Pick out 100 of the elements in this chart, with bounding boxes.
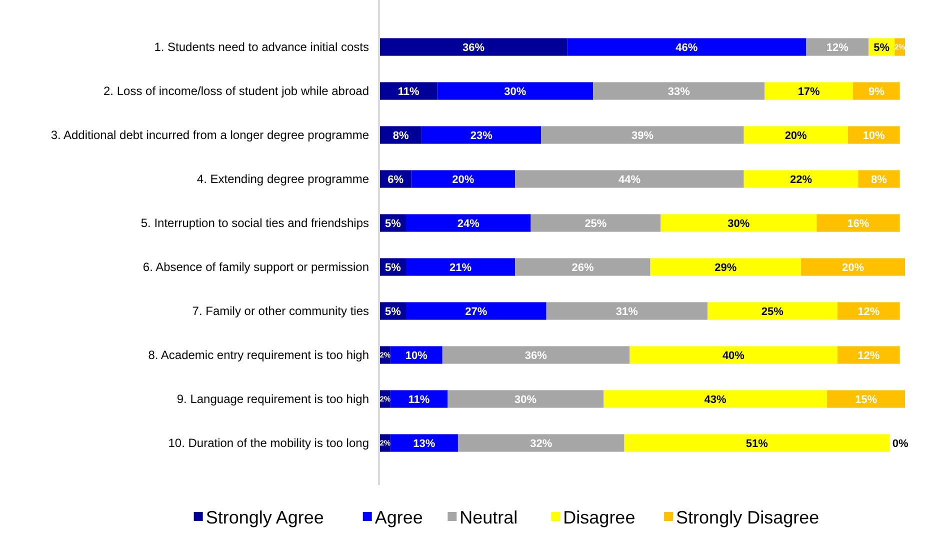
bar bbox=[437, 82, 594, 100]
y-tick-label: 10. Duration of the mobility is too long bbox=[168, 436, 369, 450]
data-label: 0% bbox=[892, 438, 909, 450]
y-tick-label: 7. Family or other community ties bbox=[192, 304, 369, 318]
bar bbox=[827, 390, 905, 408]
bar bbox=[593, 82, 765, 100]
data-label: 31% bbox=[616, 306, 638, 318]
bar bbox=[390, 390, 448, 408]
bar bbox=[744, 126, 848, 144]
bar bbox=[744, 170, 858, 188]
data-label: 46% bbox=[676, 42, 698, 54]
bar bbox=[816, 214, 900, 232]
data-label: 12% bbox=[858, 306, 880, 318]
data-label: 11% bbox=[408, 394, 430, 406]
data-label: 43% bbox=[704, 394, 726, 406]
data-label: 30% bbox=[728, 218, 750, 230]
data-label: 27% bbox=[465, 306, 488, 318]
bar bbox=[858, 170, 900, 188]
bar bbox=[380, 38, 568, 56]
bar bbox=[630, 346, 838, 364]
data-label: 9% bbox=[868, 86, 885, 98]
data-label: 30% bbox=[504, 86, 526, 98]
data-label: 5% bbox=[385, 218, 402, 230]
data-label: 33% bbox=[668, 86, 690, 98]
bar bbox=[567, 38, 806, 56]
legend-label: Strongly Agree bbox=[206, 507, 324, 528]
data-label: 25% bbox=[761, 306, 784, 318]
data-label: 20% bbox=[452, 174, 474, 186]
y-tick-label: 9. Language requirement is too high bbox=[176, 392, 369, 406]
bar bbox=[806, 38, 869, 56]
legend-label: Disagree bbox=[563, 507, 636, 528]
data-label: 23% bbox=[470, 130, 493, 142]
data-label: 36% bbox=[462, 42, 485, 54]
data-label: 20% bbox=[842, 262, 864, 274]
data-label: 5% bbox=[874, 42, 890, 54]
data-label: 29% bbox=[714, 262, 737, 274]
data-label: 30% bbox=[514, 394, 537, 406]
data-label: 39% bbox=[631, 130, 654, 142]
bar bbox=[411, 170, 516, 188]
bar bbox=[837, 346, 900, 364]
bar bbox=[530, 214, 661, 232]
bar bbox=[515, 258, 650, 276]
data-label: 12% bbox=[826, 42, 849, 54]
y-tick-label: 3. Additional debt incurred from a longer degree programme bbox=[50, 128, 370, 142]
data-label: 51% bbox=[746, 438, 768, 450]
bar bbox=[764, 82, 854, 100]
data-label: 10% bbox=[862, 130, 886, 142]
data-label: 6% bbox=[388, 174, 404, 186]
legend-label: Agree bbox=[374, 507, 423, 528]
data-label: 12% bbox=[858, 350, 880, 362]
bar bbox=[853, 82, 900, 100]
bar bbox=[837, 302, 900, 320]
bar bbox=[390, 434, 458, 452]
bar bbox=[458, 434, 624, 452]
data-label: 20% bbox=[784, 130, 808, 142]
data-label: 36% bbox=[524, 350, 548, 362]
bar bbox=[406, 258, 516, 276]
data-label: 40% bbox=[722, 350, 745, 362]
bar bbox=[604, 390, 828, 408]
data-label: 5% bbox=[385, 262, 402, 274]
data-label: 44% bbox=[618, 174, 641, 186]
bar bbox=[422, 126, 542, 144]
data-label: 24% bbox=[457, 218, 480, 230]
bar bbox=[541, 126, 744, 144]
data-label: 10% bbox=[405, 350, 428, 362]
data-label: 22% bbox=[790, 174, 812, 186]
bar bbox=[546, 302, 708, 320]
y-tick-label: 6. Absence of family support or permission bbox=[142, 260, 369, 274]
bar bbox=[390, 346, 442, 364]
y-tick-label: 2. Loss of income/loss of student job while abroad bbox=[104, 84, 369, 98]
data-label: 21% bbox=[450, 262, 472, 274]
bar bbox=[707, 302, 838, 320]
bar bbox=[380, 82, 438, 100]
bar bbox=[380, 126, 422, 144]
data-label: 26% bbox=[572, 262, 594, 274]
data-label: 8% bbox=[392, 130, 409, 142]
bar bbox=[515, 170, 744, 188]
y-tick-label: 5. Interruption to social ties and friendships bbox=[140, 216, 369, 230]
data-label: 15% bbox=[855, 394, 878, 406]
legend-label: Strongly Disagree bbox=[676, 507, 820, 528]
data-label: 5% bbox=[385, 306, 402, 318]
data-label: 11% bbox=[398, 86, 420, 98]
y-tick-label: 8. Academic entry requirement is too high bbox=[148, 348, 369, 362]
bar bbox=[442, 346, 630, 364]
bar bbox=[448, 390, 604, 408]
y-tick-label: 1. Students need to advance initial costs bbox=[154, 40, 369, 54]
bar bbox=[660, 214, 817, 232]
bar bbox=[650, 258, 802, 276]
data-label: 25% bbox=[584, 218, 607, 230]
bar bbox=[406, 214, 531, 232]
bar bbox=[801, 258, 905, 276]
y-tick-label: 4. Extending degree programme bbox=[196, 172, 370, 186]
data-label: 8% bbox=[871, 174, 888, 186]
bar bbox=[406, 302, 546, 320]
bar bbox=[624, 434, 890, 452]
data-label: 17% bbox=[798, 86, 820, 98]
bar bbox=[848, 126, 900, 144]
data-label: 16% bbox=[847, 218, 870, 230]
legend-label: Neutral bbox=[460, 507, 518, 528]
data-label: 32% bbox=[530, 438, 552, 450]
